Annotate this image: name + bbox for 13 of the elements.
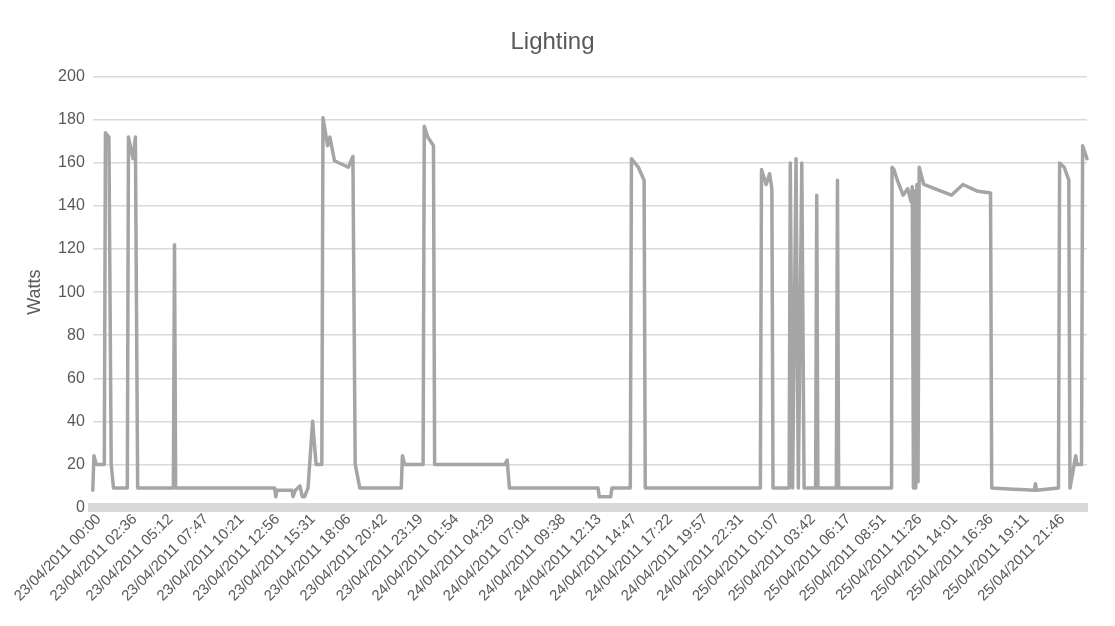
y-tick-label: 0 bbox=[75, 497, 85, 515]
y-tick-label: 20 bbox=[66, 454, 85, 472]
y-tick-label: 80 bbox=[66, 325, 85, 343]
chart-title: Lighting bbox=[510, 27, 595, 55]
y-tick-label: 180 bbox=[58, 110, 85, 128]
y-axis-title: Watts bbox=[24, 269, 45, 315]
y-tick-label: 100 bbox=[58, 282, 85, 300]
y-tick-label: 60 bbox=[66, 368, 85, 386]
y-tick-label: 140 bbox=[58, 196, 85, 214]
y-tick-label: 200 bbox=[58, 67, 85, 85]
y-tick-label: 160 bbox=[58, 153, 85, 171]
y-tick-label: 40 bbox=[66, 411, 85, 429]
y-tick-label: 120 bbox=[58, 239, 85, 257]
